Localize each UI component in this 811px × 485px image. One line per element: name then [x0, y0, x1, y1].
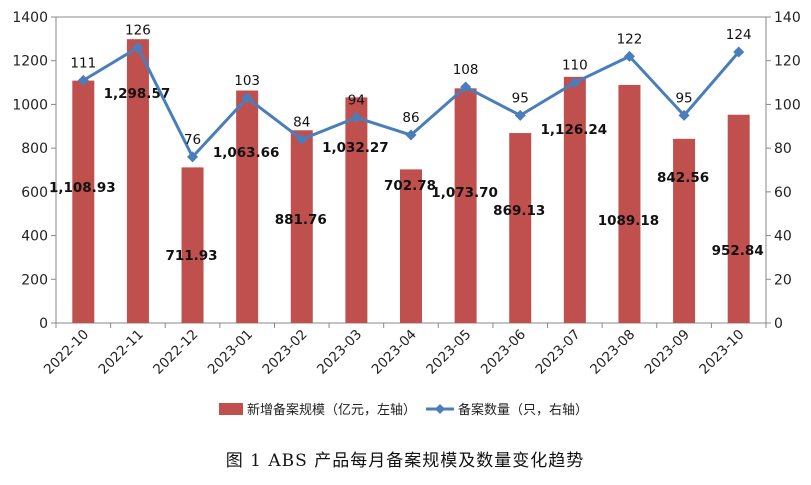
bar-data-label: 869.13	[493, 203, 545, 219]
bar-data-label: 1,032.27	[322, 140, 389, 156]
line-data-label: 108	[453, 62, 479, 78]
x-tick-label: 2023-04	[369, 327, 420, 378]
bar-data-label: 1089.18	[598, 213, 660, 229]
bar	[454, 88, 477, 323]
y-right-tick-label: 60	[774, 185, 792, 201]
bar-data-label: 1,108.93	[49, 180, 116, 196]
bar	[181, 167, 204, 323]
y-right-tick-label: 100	[774, 97, 801, 113]
x-tick-label: 2023-08	[587, 327, 638, 378]
line-point	[132, 42, 144, 54]
y-right-tick-label: 40	[774, 229, 792, 245]
line-point	[77, 74, 89, 86]
y-left-tick-label: 1200	[12, 54, 48, 70]
y-left-tick-label: 1400	[12, 10, 48, 26]
y-right-tick-label: 80	[774, 141, 792, 157]
bar-data-label: 711.93	[165, 248, 217, 264]
x-tick-label: 2022-11	[96, 327, 147, 378]
x-tick-label: 2023-09	[642, 327, 693, 378]
line-data-label: 95	[512, 90, 529, 106]
y-left-tick-label: 600	[21, 185, 48, 201]
y-left-tick-label: 0	[39, 316, 48, 332]
line-point	[350, 112, 362, 124]
x-tick-label: 2023-07	[532, 327, 583, 378]
bar	[400, 169, 422, 323]
bar-data-label: 1,126.24	[541, 122, 608, 138]
y-left-tick-label: 400	[21, 229, 48, 245]
line-data-label: 110	[562, 58, 588, 74]
y-left-tick-label: 200	[21, 272, 48, 288]
figure-caption: 图 1 ABS 产品每月备案规模及数量变化趋势	[226, 451, 584, 471]
line-point	[514, 109, 526, 121]
bar-data-label: 1,063.66	[213, 145, 280, 161]
y-left-tick-label: 1000	[12, 97, 48, 113]
bar	[236, 90, 259, 323]
x-tick-label: 2023-02	[259, 327, 310, 378]
line-data-label: 94	[348, 93, 365, 109]
bar	[126, 39, 149, 323]
line-point	[569, 77, 581, 89]
line-data-label: 95	[675, 90, 692, 106]
line-point	[241, 92, 253, 104]
y-right-tick-label: 140	[774, 10, 801, 26]
bar	[509, 133, 532, 323]
bar-data-label: 1,073.70	[431, 185, 498, 201]
x-tick-label: 2023-01	[205, 327, 256, 378]
x-tick-label: 2023-03	[314, 327, 365, 378]
bar-data-label: 881.76	[275, 212, 327, 228]
y-left-tick-label: 800	[21, 141, 48, 157]
bar	[563, 76, 586, 323]
y-right-tick-label: 20	[774, 272, 792, 288]
line-data-label: 86	[402, 110, 419, 126]
line-data-label: 122	[617, 31, 643, 47]
bar-data-label: 702.78	[384, 178, 436, 194]
legend-swatch-marker	[435, 404, 445, 414]
line-point	[460, 81, 472, 93]
line-data-label: 76	[184, 132, 201, 148]
legend-swatch-bar	[219, 403, 243, 415]
bar-data-label: 842.56	[657, 170, 709, 186]
x-tick-label: 2023-05	[423, 327, 474, 378]
bar	[345, 97, 368, 323]
bar	[727, 114, 750, 324]
line-data-label: 124	[726, 27, 752, 43]
line-point	[678, 109, 690, 121]
line-data-label: 126	[125, 23, 151, 39]
bar	[290, 130, 313, 323]
y-right-tick-label: 120	[774, 54, 801, 70]
bar	[673, 138, 696, 323]
line-point	[405, 129, 417, 141]
line-point	[623, 50, 635, 62]
y-right-tick-label: 0	[774, 316, 783, 332]
line-data-label: 103	[234, 73, 260, 89]
line-point	[296, 133, 308, 145]
x-tick-label: 2023-10	[696, 327, 747, 378]
bar-data-label: 1,298.57	[104, 86, 171, 102]
x-tick-label: 2022-10	[41, 327, 92, 378]
legend-label-bar: 新增备案规模（亿元，左轴）	[247, 402, 416, 418]
line-point	[733, 46, 745, 58]
bar	[72, 80, 95, 323]
bar	[618, 84, 641, 323]
bar-data-label: 952.84	[712, 243, 764, 259]
legend-label-line: 备案数量（只，右轴）	[458, 402, 588, 418]
line-data-label: 84	[293, 114, 310, 130]
x-tick-label: 2022-12	[150, 327, 201, 378]
line-point	[187, 151, 199, 163]
line-data-label: 111	[70, 55, 96, 71]
x-tick-label: 2023-06	[478, 327, 529, 378]
